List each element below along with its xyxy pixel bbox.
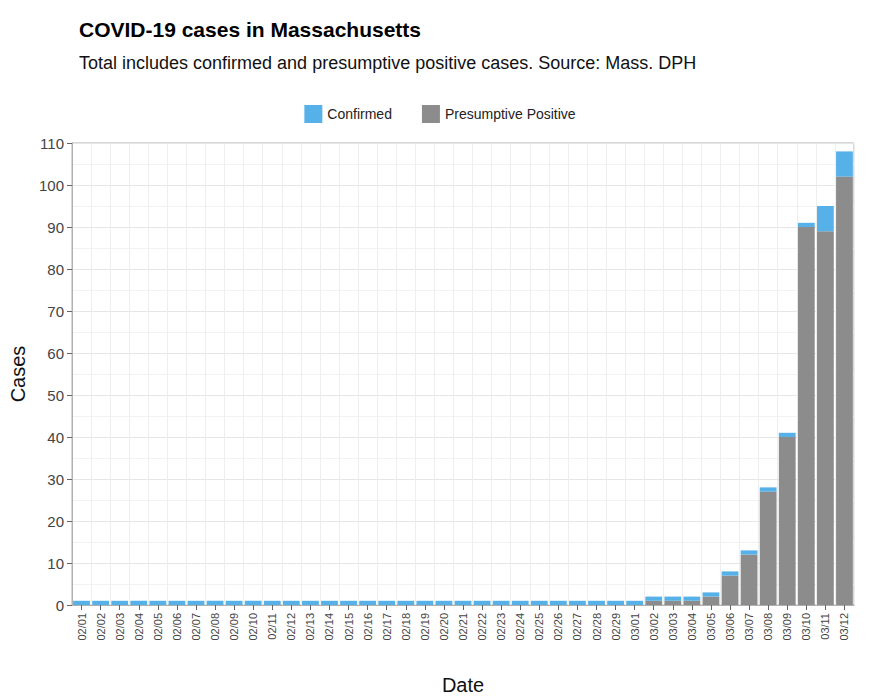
svg-text:Date: Date (442, 674, 484, 696)
svg-text:02/17: 02/17 (381, 613, 393, 641)
svg-text:02/12: 02/12 (285, 613, 297, 641)
svg-text:80: 80 (47, 261, 64, 278)
svg-text:30: 30 (47, 471, 64, 488)
svg-text:Presumptive Positive: Presumptive Positive (445, 106, 576, 122)
svg-text:0: 0 (56, 597, 64, 614)
svg-text:03/12: 03/12 (838, 613, 850, 641)
svg-text:03/11: 03/11 (819, 613, 831, 640)
svg-text:70: 70 (47, 303, 64, 320)
svg-text:02/18: 02/18 (400, 613, 412, 641)
svg-text:02/20: 02/20 (438, 613, 450, 641)
svg-text:02/19: 02/19 (419, 613, 431, 641)
svg-text:03/09: 03/09 (781, 613, 793, 641)
svg-text:03/07: 03/07 (743, 613, 755, 641)
svg-text:02/06: 02/06 (171, 613, 183, 641)
svg-text:02/24: 02/24 (514, 613, 526, 641)
svg-text:03/05: 03/05 (705, 613, 717, 641)
svg-text:03/10: 03/10 (800, 613, 812, 641)
svg-text:03/03: 03/03 (667, 613, 679, 641)
svg-text:02/11: 02/11 (266, 613, 278, 640)
svg-text:50: 50 (47, 387, 64, 404)
svg-text:02/10: 02/10 (247, 613, 259, 641)
svg-text:02/28: 02/28 (591, 613, 603, 641)
svg-text:110: 110 (40, 135, 64, 152)
svg-text:02/22: 02/22 (476, 613, 488, 641)
svg-text:02/01: 02/01 (76, 613, 88, 641)
svg-text:02/02: 02/02 (95, 613, 107, 641)
svg-text:02/03: 02/03 (114, 613, 126, 641)
svg-text:02/08: 02/08 (209, 613, 221, 641)
svg-text:02/13: 02/13 (304, 613, 316, 641)
svg-text:02/21: 02/21 (457, 613, 469, 641)
svg-text:02/09: 02/09 (228, 613, 240, 641)
svg-text:Confirmed: Confirmed (327, 106, 392, 122)
svg-text:COVID-19 cases in Massachusett: COVID-19 cases in Massachusetts (79, 18, 421, 41)
svg-text:03/06: 03/06 (724, 613, 736, 641)
svg-text:90: 90 (47, 219, 64, 236)
svg-text:60: 60 (47, 345, 64, 362)
svg-text:02/15: 02/15 (343, 613, 355, 641)
svg-text:03/04: 03/04 (686, 613, 698, 641)
svg-text:Cases: Cases (7, 346, 29, 403)
svg-text:10: 10 (47, 555, 64, 572)
svg-text:40: 40 (47, 429, 64, 446)
svg-text:02/26: 02/26 (552, 613, 564, 641)
svg-text:20: 20 (47, 513, 64, 530)
svg-text:Total includes confirmed and p: Total includes confirmed and presumptive… (79, 53, 696, 73)
svg-text:03/02: 03/02 (648, 613, 660, 641)
svg-text:100: 100 (39, 177, 64, 194)
svg-text:02/04: 02/04 (133, 613, 145, 641)
svg-text:03/01: 03/01 (629, 613, 641, 641)
svg-text:02/25: 02/25 (533, 613, 545, 641)
svg-text:03/08: 03/08 (762, 613, 774, 641)
svg-text:02/29: 02/29 (610, 613, 622, 641)
svg-text:02/14: 02/14 (323, 613, 335, 641)
svg-text:02/05: 02/05 (152, 613, 164, 641)
svg-text:02/07: 02/07 (190, 613, 202, 641)
svg-text:02/27: 02/27 (571, 613, 583, 641)
svg-text:02/16: 02/16 (362, 613, 374, 641)
svg-text:02/23: 02/23 (495, 613, 507, 641)
